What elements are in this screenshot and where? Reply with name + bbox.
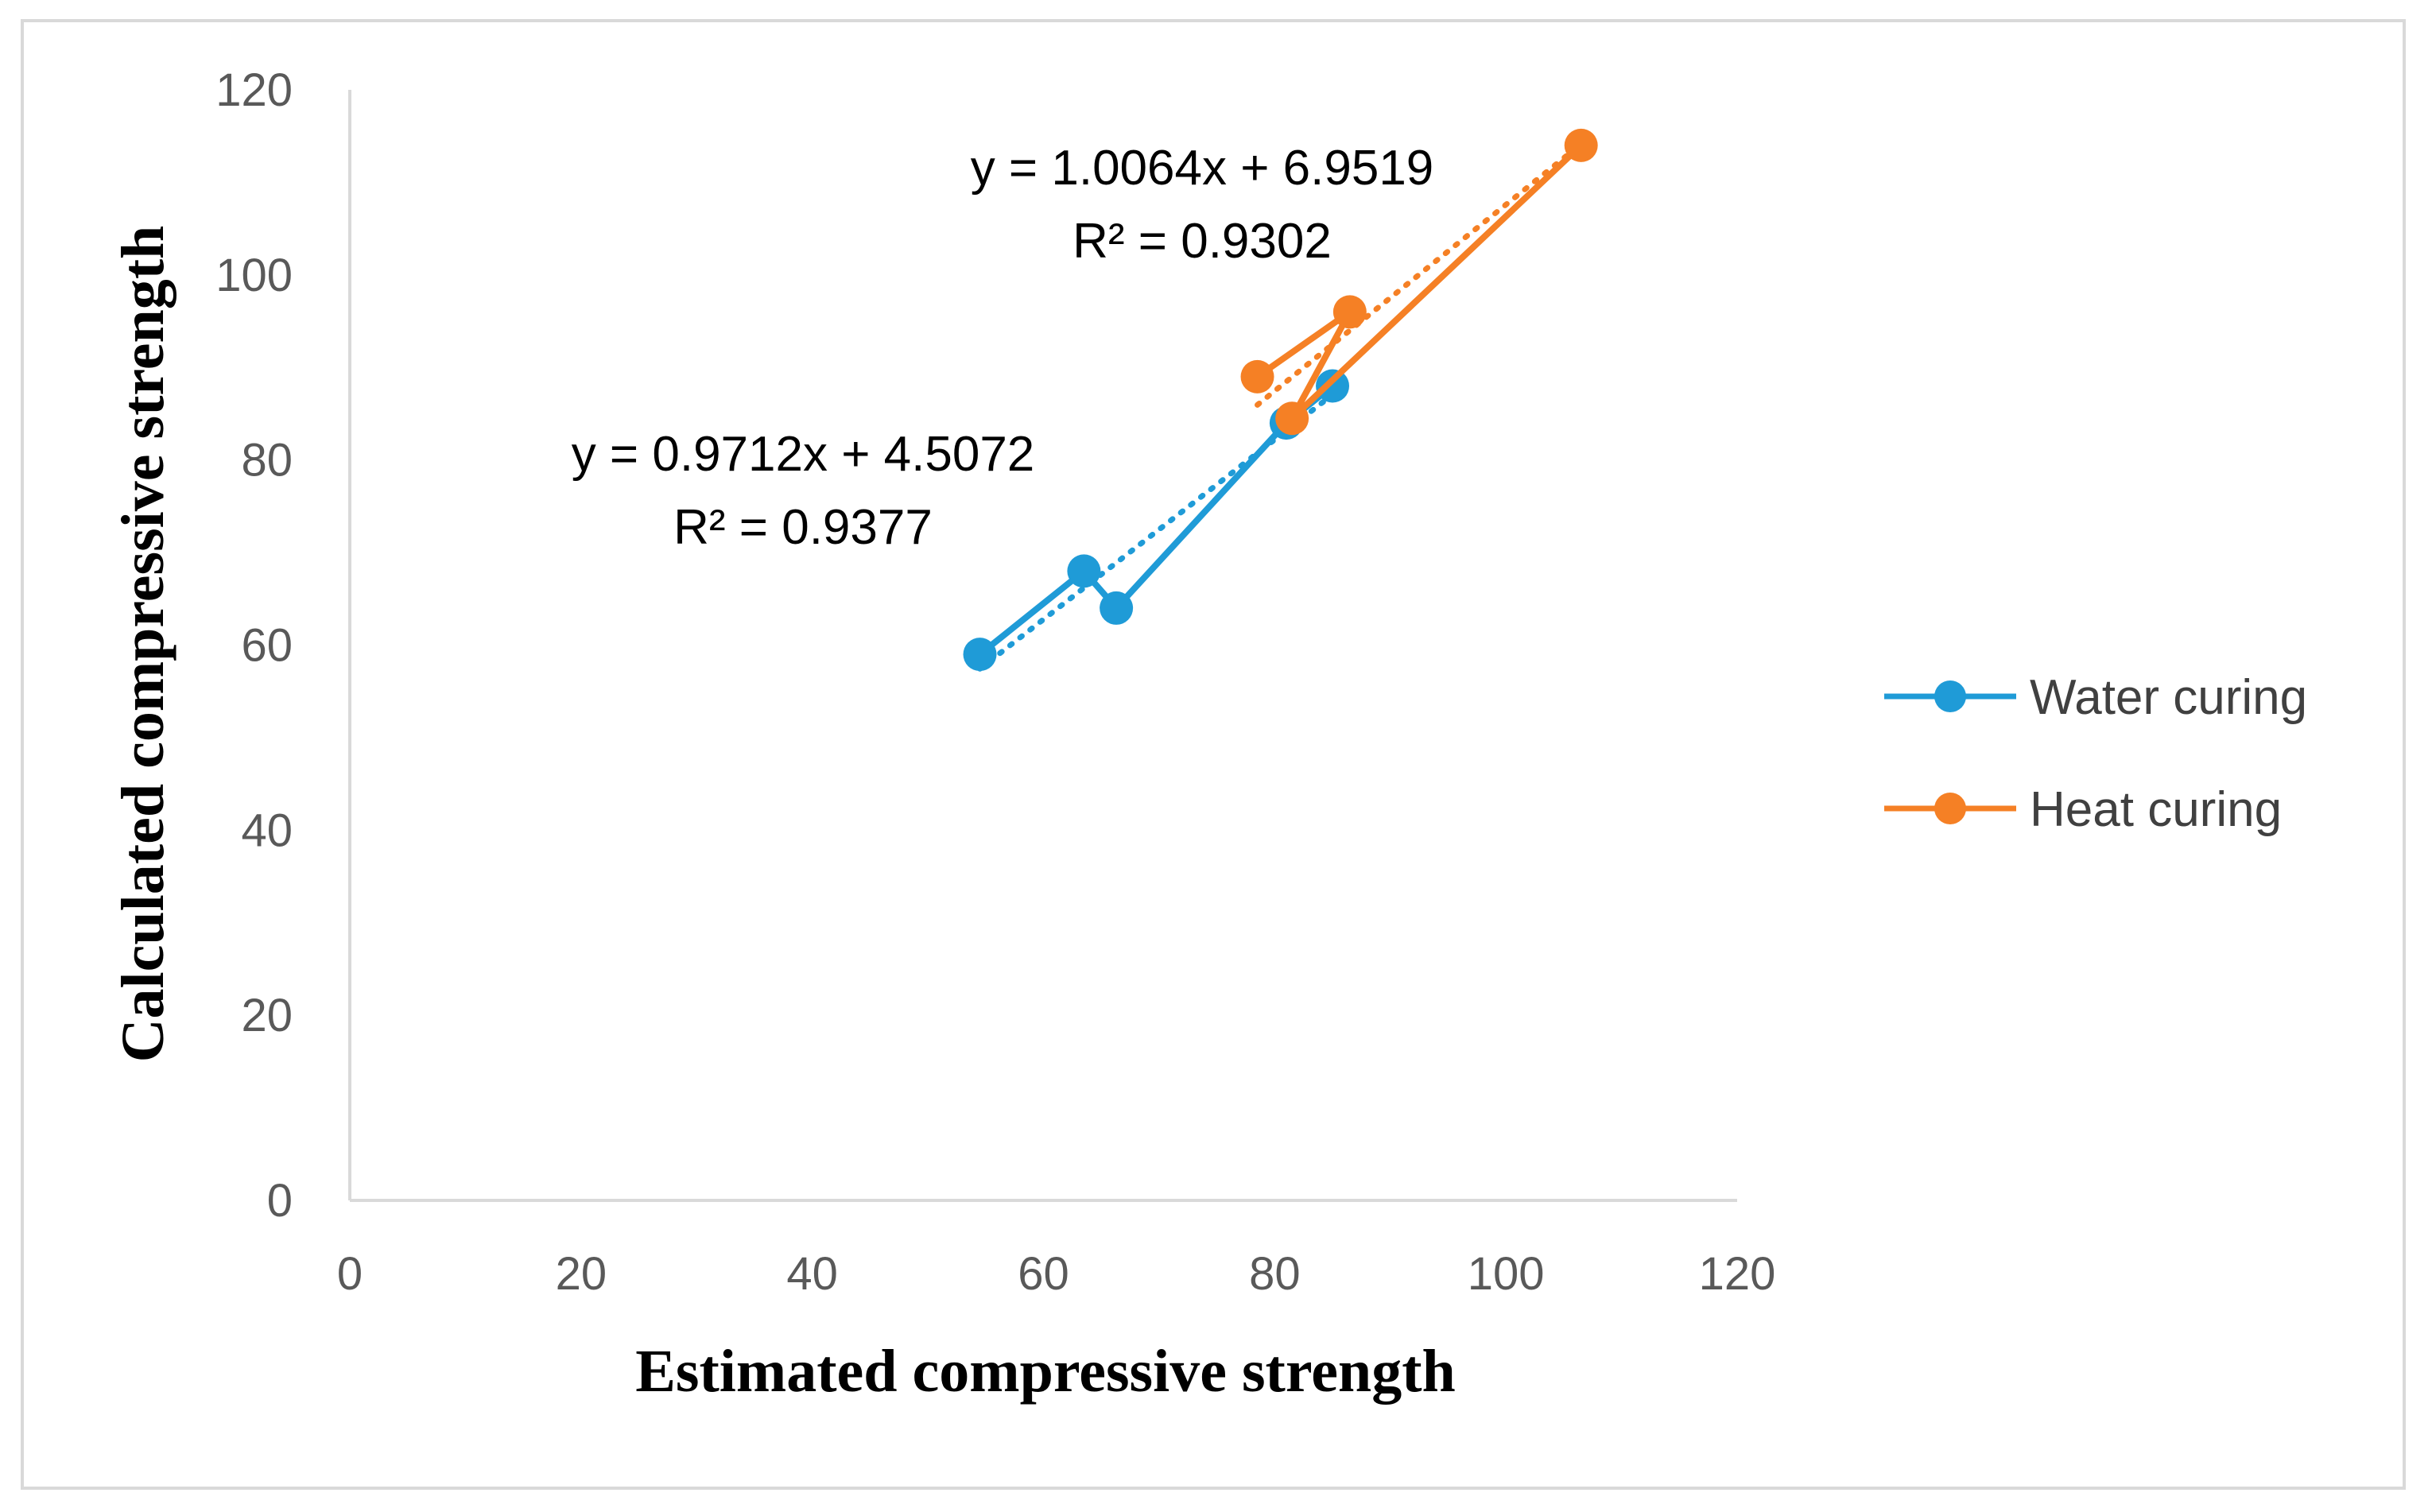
x-tick-label: 20	[556, 1248, 607, 1300]
y-tick-label: 40	[241, 804, 293, 856]
legend-heat-curing-label: Heat curing	[2030, 782, 2282, 837]
chart-frame	[21, 19, 2406, 1490]
y-tick-label: 20	[241, 990, 293, 1041]
heat-curing-line	[1255, 142, 1584, 422]
tick-labels: 0 20 40 60 80 100 120 0 20 40 60 80 100 120	[215, 64, 1775, 1300]
heat-curing-point-4	[1564, 128, 1598, 162]
heat-curing-point-1	[1240, 359, 1274, 394]
series-group	[963, 128, 1598, 672]
y-tick-label: 100	[215, 250, 293, 301]
heat-curing-point-2	[1332, 295, 1367, 329]
x-tick-label: 60	[1018, 1248, 1069, 1300]
legend-water-curing-label: Water curing	[2030, 670, 2307, 725]
heat-curing-point-3	[1275, 401, 1309, 436]
legend-water-curing-marker	[1934, 680, 1966, 712]
y-tick-label: 60	[241, 620, 293, 672]
axes	[348, 90, 1737, 1202]
x-tick-label: 40	[786, 1248, 838, 1300]
water-curing-point-2	[1067, 554, 1101, 588]
water-curing-equation: y = 0.9712x + 4.5072	[572, 427, 1035, 482]
x-tick-label: 80	[1249, 1248, 1301, 1300]
legend-heat-curing-marker	[1934, 793, 1966, 824]
water-curing-point-3	[1100, 591, 1134, 625]
legend: Water curing Heat curing	[1884, 670, 2307, 837]
water-curing-r-squared: R² = 0.9377	[673, 500, 933, 555]
y-axis-title: Calculated compressive strength	[110, 226, 176, 1063]
y-tick-label: 120	[215, 64, 293, 116]
water-curing-point-5	[1316, 369, 1350, 403]
x-axis-title: Estimated compressive strength	[635, 1338, 1456, 1405]
heat-curing-equation: y = 1.0064x + 6.9519	[971, 141, 1434, 196]
heat-curing-r-squared: R² = 0.9302	[1072, 214, 1332, 269]
heat-curing-trendline	[1255, 141, 1584, 408]
water-curing-point-1	[963, 638, 997, 672]
x-tick-label: 100	[1468, 1248, 1545, 1300]
x-tick-label: 0	[337, 1248, 363, 1300]
y-tick-label: 80	[241, 435, 293, 487]
x-tick-label: 120	[1699, 1248, 1776, 1300]
y-tick-label: 0	[267, 1175, 293, 1227]
